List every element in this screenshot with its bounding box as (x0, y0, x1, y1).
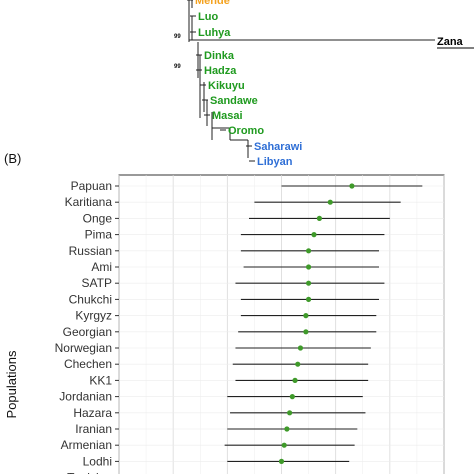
y-tick-label: Pima (85, 228, 113, 242)
outgroup-label: Zana (437, 36, 464, 48)
tree-tip-label: Saharawi (254, 141, 302, 153)
tree-tip-label: Mende (195, 0, 230, 7)
y-tick-label: Armenian (61, 438, 112, 452)
data-point (305, 280, 312, 286)
y-tick-label: Onge (83, 211, 113, 225)
y-tick-label: Russian (69, 244, 112, 258)
bootstrap-label: 99 (174, 34, 181, 40)
data-point (284, 426, 290, 432)
data-point (311, 232, 317, 238)
data-point (305, 264, 312, 270)
y-tick-label: Ami (91, 260, 112, 274)
data-point (327, 199, 333, 205)
data-point (303, 329, 309, 335)
data-point (305, 248, 312, 254)
y-tick-label: Chechen (64, 357, 112, 371)
tree-tip-label: Sandawe (210, 95, 258, 107)
panel-label: (B) (4, 151, 21, 166)
tree-tip-label: Luhya (198, 27, 231, 39)
data-point (297, 345, 304, 351)
tree-tip-label: Kikuyu (208, 80, 245, 92)
data-point (316, 215, 323, 221)
y-tick-label: Jordanian (59, 390, 112, 404)
data-point (295, 361, 301, 367)
y-axis-title: Populations (4, 350, 19, 418)
y-tick-label: Iranian (75, 422, 112, 436)
tree-tip-label: Dinka (204, 50, 235, 62)
data-point (281, 442, 287, 448)
data-point (287, 410, 293, 416)
y-tick-label: Hazara (73, 406, 112, 420)
tree-tip-label: Hadza (204, 65, 237, 77)
data-point (289, 394, 295, 400)
data-point (303, 313, 309, 319)
data-point (349, 183, 355, 189)
y-tick-label: Lodhi (83, 454, 112, 468)
data-point (278, 458, 285, 464)
tree-tip-label: Oromo (228, 125, 264, 137)
tree-tip-label: Libyan (257, 156, 293, 168)
tree-tip-label: Luo (198, 11, 218, 23)
tree-tip-label: Masai (212, 110, 243, 122)
data-point (292, 377, 298, 383)
y-tick-label: Norwegian (55, 341, 112, 355)
y-tick-label: Georgian (63, 325, 112, 339)
bootstrap-label: 99 (174, 64, 181, 70)
y-tick-label: Tunisian (67, 471, 112, 474)
y-tick-label: Chukchi (69, 292, 112, 306)
y-tick-label: SATP (82, 276, 112, 290)
data-point (305, 296, 312, 302)
y-tick-label: KK1 (89, 373, 112, 387)
y-tick-label: Papuan (71, 179, 112, 193)
y-tick-label: Kyrgyz (75, 309, 112, 323)
y-tick-label: Karitiana (65, 195, 113, 209)
